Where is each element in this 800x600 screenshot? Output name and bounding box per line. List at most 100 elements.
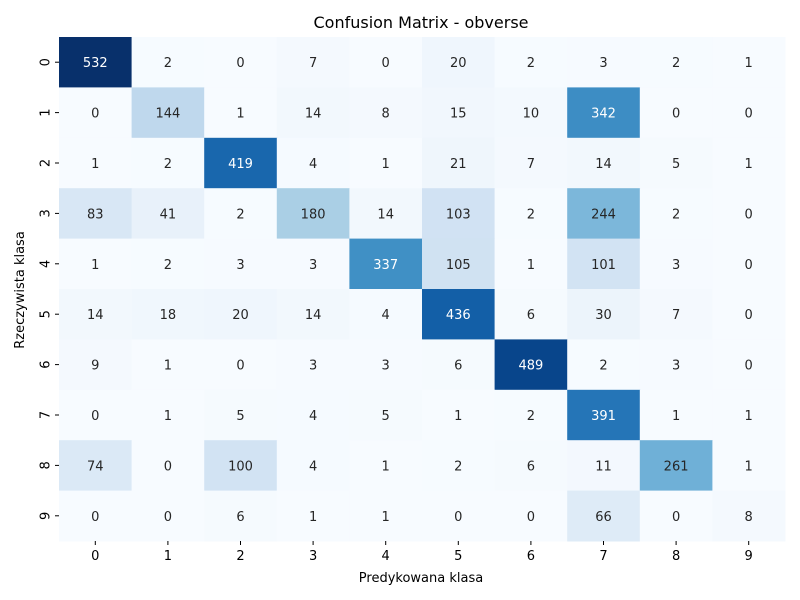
cell-value-7-7: 391 [591,409,616,424]
cell-value-6-2: 0 [236,359,244,374]
heatmap-cell-4-8 [639,238,713,290]
heatmap-cell-7-3 [276,389,350,441]
heatmap-cell-6-5 [422,339,496,391]
x-tick-label-0: 0 [91,549,99,564]
cell-value-4-5: 105 [446,258,471,273]
cell-value-4-1: 2 [164,258,172,273]
cell-value-5-1: 18 [160,308,177,323]
cell-value-3-0: 83 [87,207,104,222]
cell-value-2-9: 1 [745,157,753,172]
heatmap-cell-2-9 [712,137,786,189]
cell-value-8-2: 100 [228,459,253,474]
cell-value-3-9: 0 [745,207,753,222]
cell-value-2-2: 419 [228,157,253,172]
heatmap-cell-8-4 [349,440,423,492]
heatmap-cell-8-3 [276,440,350,492]
cell-value-8-6: 6 [527,459,535,474]
y-tick-label-6: 6 [39,360,54,368]
cell-value-3-7: 244 [591,207,616,222]
heatmap-cell-1-0 [59,87,133,139]
heatmap-cell-8-2 [204,440,278,492]
heatmap-cell-7-4 [349,389,423,441]
heatmap-cell-0-9 [712,37,786,88]
cell-value-5-8: 7 [672,308,680,323]
heatmap-cell-3-0 [59,188,133,240]
cell-value-7-4: 5 [382,409,390,424]
cell-value-2-1: 2 [164,157,172,172]
heatmap-cell-2-3 [276,137,350,189]
cell-value-6-1: 1 [164,359,172,374]
cell-value-7-1: 1 [164,409,172,424]
cell-value-7-5: 1 [454,409,462,424]
cell-value-8-9: 1 [745,459,753,474]
cell-value-6-5: 6 [454,359,462,374]
cell-value-9-0: 0 [91,510,99,525]
heatmap-cell-7-2 [204,389,278,441]
heatmap-cell-7-7 [567,389,641,441]
cell-value-9-8: 0 [672,510,680,525]
cell-value-1-4: 8 [382,107,390,122]
cell-value-7-6: 2 [527,409,535,424]
heatmap-cell-3-7 [567,188,641,240]
heatmap-cell-7-6 [494,389,568,441]
heatmap-cell-4-5 [422,238,496,290]
heatmap-cell-1-1 [131,87,205,139]
cell-value-4-8: 3 [672,258,680,273]
heatmap-cell-9-0 [59,490,133,542]
heatmap-cell-2-0 [59,137,133,189]
heatmap-cell-5-7 [567,289,641,340]
heatmap-cell-9-1 [131,490,205,542]
heatmap-cell-6-0 [59,339,133,391]
cell-value-0-3: 7 [309,56,317,71]
cell-value-5-5: 436 [446,308,471,323]
heatmap-cell-6-8 [639,339,713,391]
y-tick-label-7: 7 [39,411,54,419]
x-tick-label-8: 8 [672,549,680,564]
cell-value-2-7: 14 [595,157,612,172]
x-axis-ticks: 0 1 2 3 4 5 6 7 8 9 [91,541,753,564]
heatmap-cell-2-5 [422,137,496,189]
cell-value-4-3: 3 [309,258,317,273]
cell-value-5-3: 14 [305,308,322,323]
cell-value-0-1: 2 [164,56,172,71]
cell-value-2-0: 1 [91,157,99,172]
cell-value-5-2: 20 [232,308,249,323]
chart-title: Confusion Matrix - obverse [313,13,528,32]
cell-value-0-7: 3 [599,56,607,71]
cell-value-3-6: 2 [527,207,535,222]
cell-value-9-6: 0 [527,510,535,525]
heatmap-cell-9-5 [422,490,496,542]
heatmap-cell-8-8 [639,440,713,492]
heatmap-cell-3-1 [131,188,205,240]
heatmap-cells: 532 2 0 7 0 20 2 3 2 10 144 1 14 8 15 10 342 0 01 2 419 4 1 21 7… [59,37,786,542]
heatmap-cell-2-2 [204,137,278,189]
cell-value-8-7: 11 [595,459,612,474]
heatmap-cell-1-4 [349,87,423,139]
cell-value-3-5: 103 [446,207,471,222]
y-tick-label-1: 1 [39,108,54,116]
cell-value-0-8: 2 [672,56,680,71]
cell-value-0-6: 2 [527,56,535,71]
x-tick-label-6: 6 [527,549,535,564]
cell-value-4-6: 1 [527,258,535,273]
heatmap-cell-4-7 [567,238,641,290]
heatmap-cell-4-2 [204,238,278,290]
cell-value-7-3: 4 [309,409,317,424]
cell-value-1-6: 10 [523,107,540,122]
heatmap-cell-7-8 [639,389,713,441]
heatmap-cell-8-0 [59,440,133,492]
heatmap-cell-5-4 [349,289,423,340]
heatmap-cell-1-7 [567,87,641,139]
cell-value-2-4: 1 [382,157,390,172]
heatmap-cell-9-3 [276,490,350,542]
cell-value-8-3: 4 [309,459,317,474]
heatmap-cell-5-8 [639,289,713,340]
heatmap-cell-0-8 [639,37,713,88]
cell-value-5-9: 0 [745,308,753,323]
heatmap-cell-5-9 [712,289,786,340]
cell-value-7-8: 1 [672,409,680,424]
heatmap-cell-9-9 [712,490,786,542]
y-tick-label-3: 3 [39,209,54,217]
heatmap-cell-6-2 [204,339,278,391]
cell-value-9-4: 1 [382,510,390,525]
